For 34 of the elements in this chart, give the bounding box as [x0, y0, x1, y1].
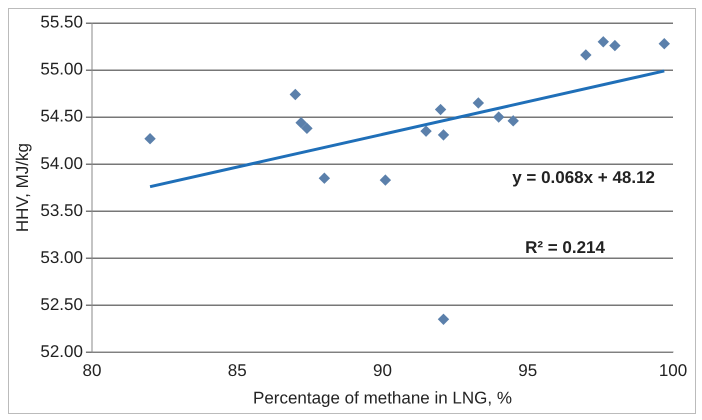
point: [420, 126, 432, 137]
point: [438, 314, 449, 325]
point: [380, 174, 391, 186]
y-tick-label: 53.50: [40, 200, 83, 220]
point: [609, 40, 620, 52]
point: [318, 172, 330, 184]
y-tick-label: 55.50: [40, 12, 83, 32]
y-tick-label: 52.50: [40, 294, 83, 314]
point: [435, 104, 446, 116]
y-tick-label: 52.00: [40, 342, 83, 361]
point: [508, 115, 519, 126]
point: [438, 129, 449, 140]
point: [658, 38, 670, 50]
point: [144, 133, 156, 144]
y-axis-title: HHV, MJ/kg: [12, 143, 32, 232]
x-tick-label: 90: [373, 361, 392, 380]
x-tick-label: 85: [228, 361, 247, 380]
x-tick-label: 80: [82, 361, 102, 380]
y-tick-label: 53.00: [40, 248, 83, 267]
point: [472, 97, 484, 108]
annotation: R² = 0.214: [525, 238, 606, 257]
y-tick-label: 55.00: [40, 60, 83, 79]
point: [301, 122, 312, 134]
annotation: y = 0.068x + 48.12: [512, 168, 655, 187]
point: [493, 112, 504, 123]
point: [598, 36, 609, 48]
y-tick-label: 54.50: [40, 106, 83, 126]
point: [296, 117, 307, 128]
point: [580, 49, 592, 60]
x-tick-label: 100: [658, 361, 688, 380]
y-tick-label: 54.00: [40, 154, 83, 173]
x-tick-label: 95: [518, 361, 538, 380]
x-axis-title: Percentage of methane in LNG, %: [253, 388, 512, 408]
point: [290, 88, 301, 100]
